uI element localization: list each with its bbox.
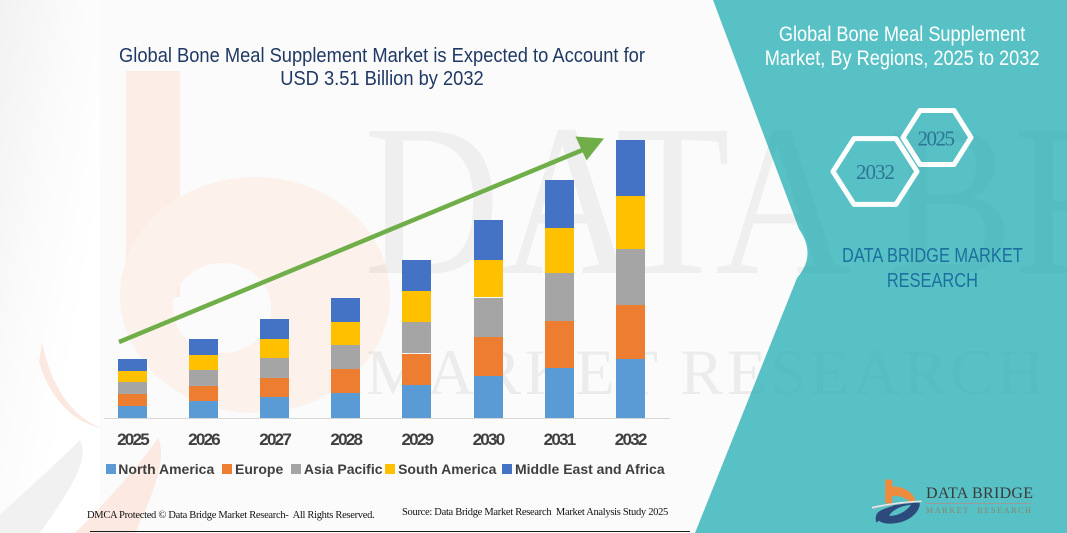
svg-text:2025: 2025 [918,127,955,151]
svg-text:2032: 2032 [856,160,895,184]
